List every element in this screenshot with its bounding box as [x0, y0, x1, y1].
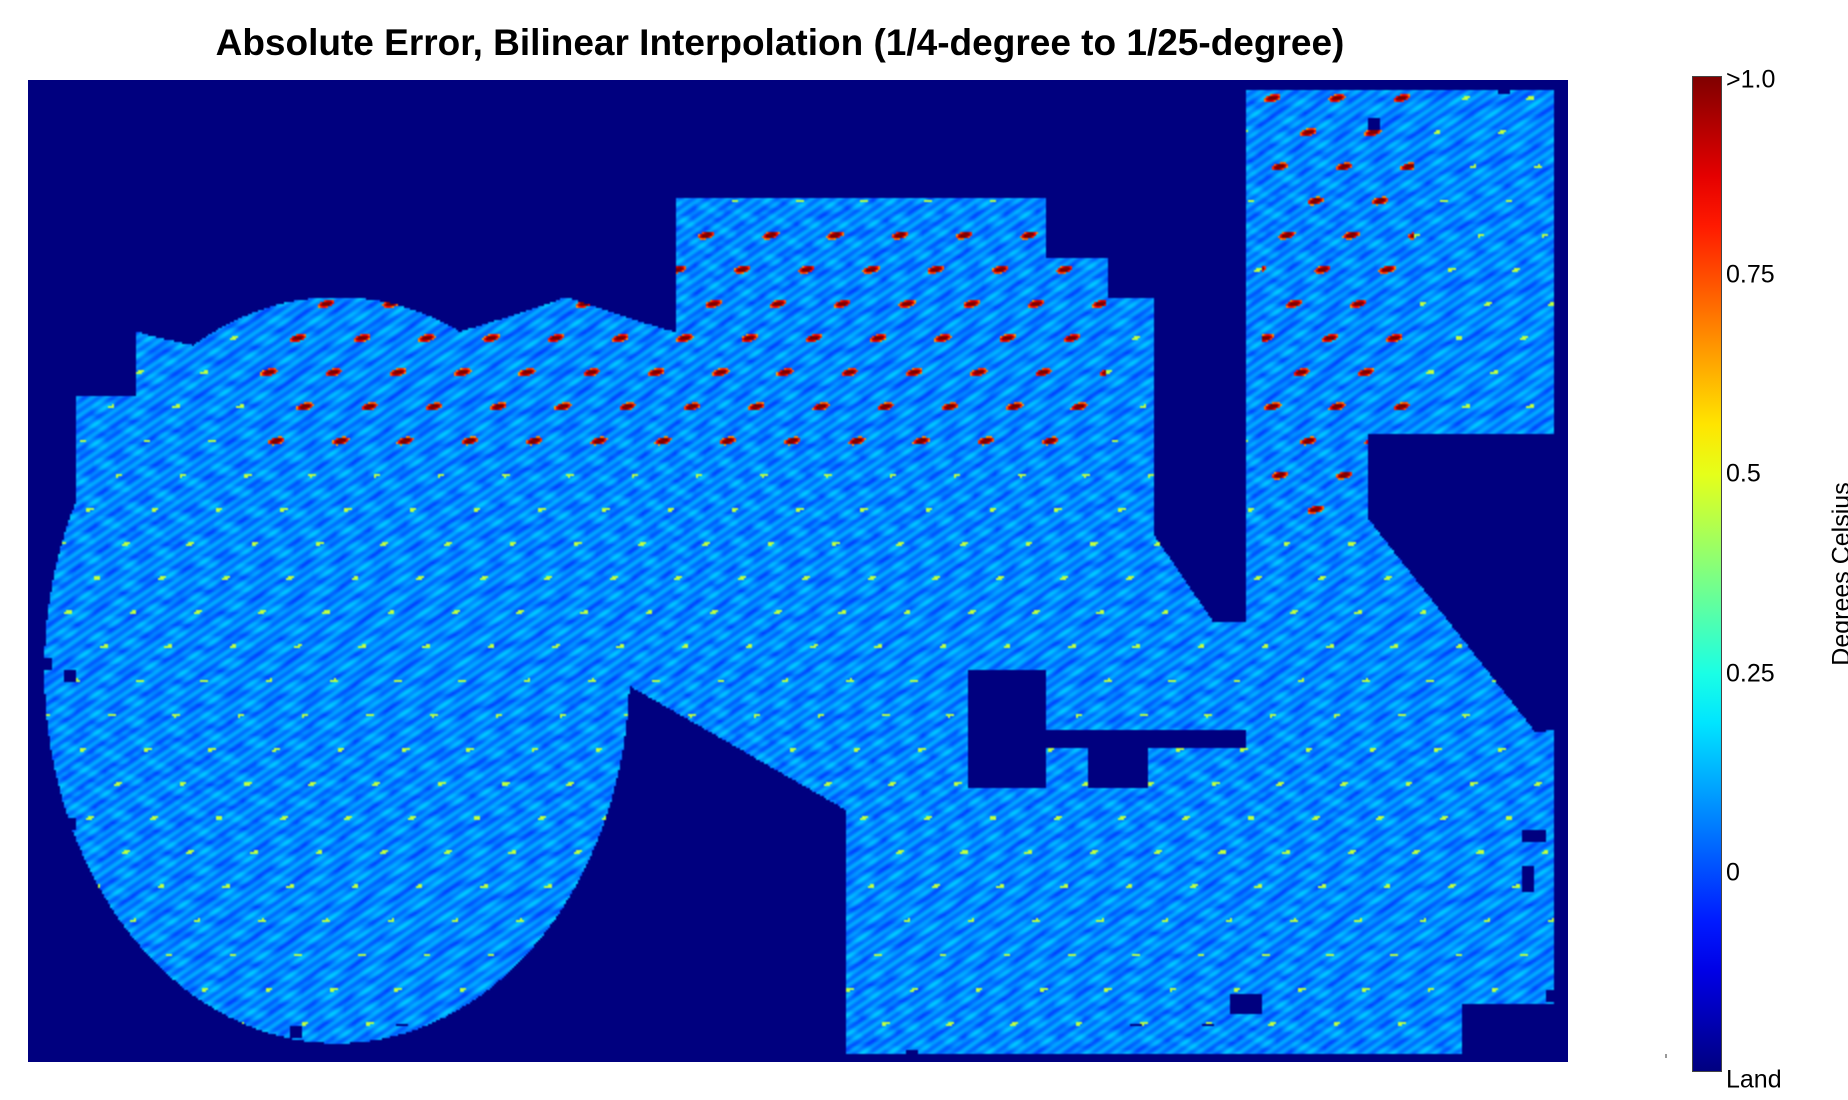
colorbar-tick-label: 0.25 [1726, 659, 1775, 688]
colorbar [1692, 76, 1722, 1072]
colorbar-tick-label: Land [1726, 1065, 1782, 1094]
error-heatmap [28, 80, 1568, 1062]
colorbar-label: Degrees Celsius [1827, 482, 1848, 666]
chart-title: Absolute Error, Bilinear Interpolation (… [215, 22, 1345, 63]
colorbar-tick-label: >1.0 [1726, 65, 1776, 94]
colorbar-tick-label: 0.75 [1726, 260, 1775, 289]
colorbar-tick-label: 0.5 [1726, 459, 1761, 488]
colorbar-tick-label: 0 [1726, 858, 1740, 887]
axis-mark [1665, 1054, 1667, 1058]
